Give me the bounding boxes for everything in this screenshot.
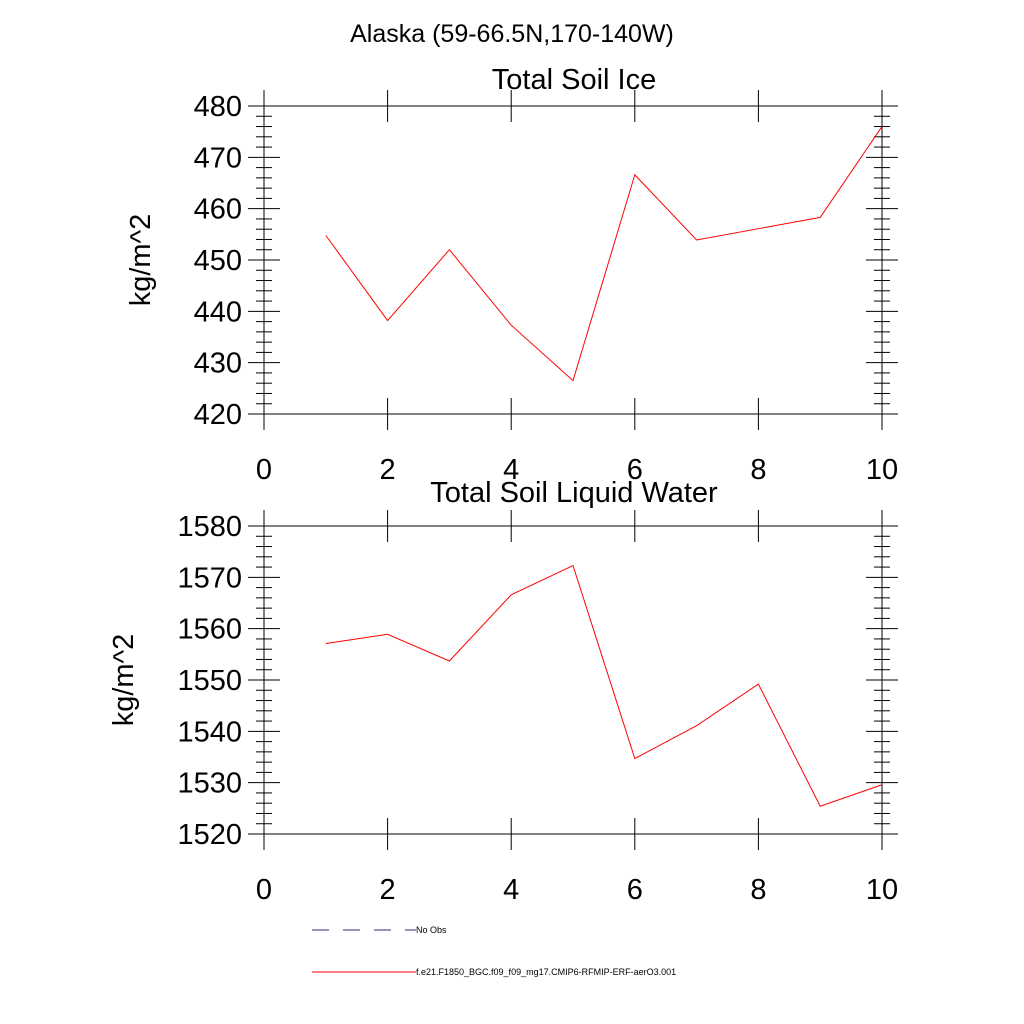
y-tick-label: 1580 [177, 511, 242, 543]
y-tick-label: 420 [194, 399, 242, 431]
legend-item-model-run: f.e21.F1850_BGC.f09_f09_mg17.CMIP6-RFMIP… [312, 967, 676, 977]
panel-title: Total Soil Liquid Water [430, 477, 718, 509]
y-tick-label: 1550 [177, 665, 242, 697]
x-tick-label: 10 [866, 874, 898, 906]
figure-suptitle: Alaska (59-66.5N,170-140W) [350, 20, 674, 48]
y-tick-label: 1540 [177, 716, 242, 748]
plot-frame [263, 105, 883, 415]
y-tick-label: 1530 [177, 768, 242, 800]
panel-total-soil-liquid-water: Total Soil Liquid Water kg/m^2 152015301… [108, 477, 898, 906]
y-axis-label: kg/m^2 [108, 634, 140, 727]
legend: No Obs f.e21.F1850_BGC.f09_f09_mg17.CMIP… [312, 925, 676, 977]
y-tick-label: 430 [194, 348, 242, 380]
legend-label: No Obs [416, 925, 447, 935]
data-lines [325, 564, 883, 807]
x-tick-label: 0 [256, 874, 272, 906]
panel-total-soil-ice: Total Soil Ice kg/m^2 420430440450460470… [125, 64, 898, 486]
x-tick-label: 0 [256, 454, 272, 486]
x-tick-label: 6 [627, 454, 643, 486]
y-tick-label: 450 [194, 245, 242, 277]
y-tick-label: 480 [194, 91, 242, 123]
x-tick-labels: 0 2 4 6 8 10 [256, 874, 898, 906]
series-line [325, 126, 883, 382]
y-tick-label: 470 [194, 142, 242, 174]
y-tick-label: 1570 [177, 562, 242, 594]
series-line [325, 564, 883, 807]
x-tick-label: 2 [380, 454, 396, 486]
x-tick-label: 8 [750, 454, 766, 486]
y-tick-label: 1520 [177, 819, 242, 851]
legend-label: f.e21.F1850_BGC.f09_f09_mg17.CMIP6-RFMIP… [416, 967, 676, 977]
y-tick-label: 440 [194, 296, 242, 328]
x-tick-label: 10 [866, 454, 898, 486]
y-tick-label: 460 [194, 194, 242, 226]
y-tick-label: 1560 [177, 614, 242, 646]
y-tick-labels: 1520 1530 1540 1550 1560 1570 1580 [177, 511, 242, 851]
panel-title: Total Soil Ice [492, 64, 656, 96]
axis-ticks [248, 90, 898, 430]
x-tick-label: 8 [750, 874, 766, 906]
plot-frame [263, 525, 883, 835]
x-tick-label: 4 [503, 454, 519, 486]
data-lines [325, 126, 883, 382]
x-tick-labels: 0 2 4 6 8 10 [256, 454, 898, 486]
axis-ticks [248, 510, 898, 850]
y-tick-labels: 420 430 440 450 460 470 480 [194, 91, 242, 431]
x-tick-label: 6 [627, 874, 643, 906]
legend-item-no-obs: No Obs [312, 925, 447, 935]
x-tick-label: 4 [503, 874, 519, 906]
y-axis-label: kg/m^2 [125, 214, 157, 307]
x-tick-label: 2 [380, 874, 396, 906]
